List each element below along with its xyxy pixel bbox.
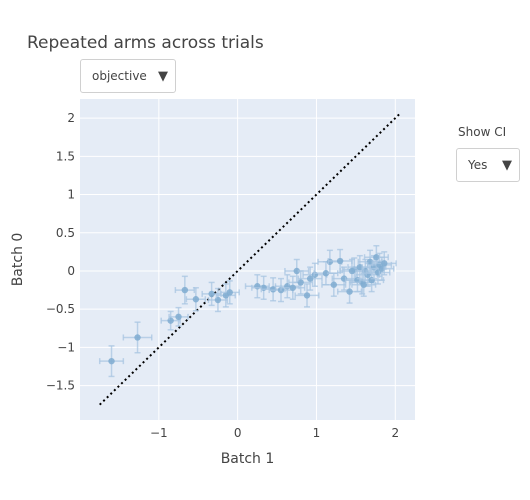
point-marker bbox=[349, 268, 355, 274]
y-tick-label: −1.5 bbox=[46, 379, 75, 393]
y-tick-label: 0.5 bbox=[56, 226, 75, 240]
point-marker bbox=[193, 296, 199, 302]
point-marker bbox=[175, 314, 181, 320]
point-marker bbox=[346, 288, 352, 294]
point-marker bbox=[134, 334, 140, 340]
point-marker bbox=[331, 282, 337, 288]
y-tick-label: 2 bbox=[67, 111, 75, 125]
point-marker bbox=[182, 287, 188, 293]
point-marker bbox=[290, 285, 296, 291]
y-tick-label: −0.5 bbox=[46, 302, 75, 316]
y-tick-label: 1.5 bbox=[56, 149, 75, 163]
point-marker bbox=[337, 258, 343, 264]
y-tick-label: 1 bbox=[67, 188, 75, 202]
point-marker bbox=[208, 291, 214, 297]
point-marker bbox=[361, 282, 367, 288]
x-tick-label: 1 bbox=[313, 426, 321, 440]
x-tick-label: 2 bbox=[391, 426, 399, 440]
x-tick-label: 0 bbox=[234, 426, 242, 440]
point-marker bbox=[304, 292, 310, 298]
x-tick-label: −1 bbox=[150, 426, 168, 440]
x-axis-label: Batch 1 bbox=[221, 451, 275, 467]
y-axis-label: Batch 0 bbox=[10, 233, 26, 287]
y-tick-label: 0 bbox=[67, 264, 75, 278]
point-marker bbox=[373, 254, 379, 260]
point-marker bbox=[108, 358, 114, 364]
y-tick-label: −1 bbox=[57, 340, 75, 354]
point-marker bbox=[381, 260, 387, 266]
point-marker bbox=[227, 289, 233, 295]
